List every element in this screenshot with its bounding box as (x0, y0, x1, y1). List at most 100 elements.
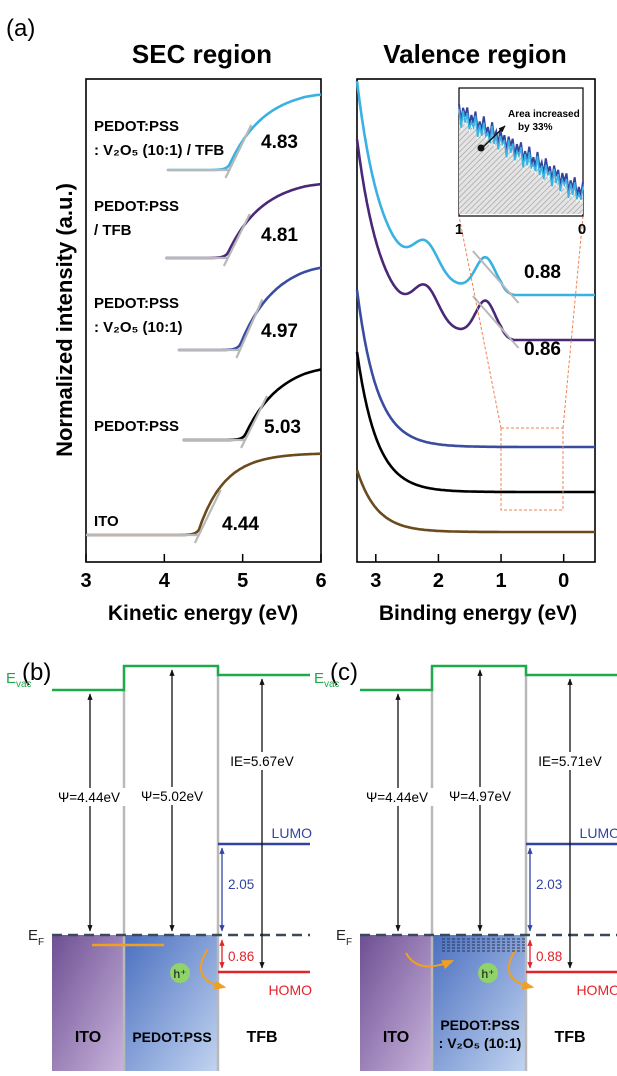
htl-workfunction-value: Ψ=4.97eV (449, 789, 511, 804)
sec-labels: ITO 4.44 PEDOT:PSS 5.03 PEDOT:PSS : V₂O₅ (10:… (94, 118, 301, 535)
tfb-layer-name: TFB (554, 1029, 585, 1046)
sec-plot-frame (85, 78, 322, 563)
sec-ticks: 3 4 5 6 (80, 554, 327, 592)
sec-tangent-fit (222, 213, 251, 267)
zoom-guide-left (458, 215, 502, 429)
valence-x-tick-label: 3 (370, 570, 381, 592)
sec-x-tick-label: 5 (237, 570, 248, 592)
valence-x-tick-label: 2 (433, 570, 444, 592)
valence-x-tick-label: 1 (495, 570, 506, 592)
sec-x-axis-label: Kinetic energy (eV) (108, 602, 298, 625)
valence-curve (355, 289, 595, 449)
valence-curve (355, 81, 595, 297)
sec-series-label: PEDOT:PSS (94, 418, 179, 435)
inset-annotation-line-2: by 33% (518, 122, 553, 133)
sec-cutoff-value: 4.83 (261, 132, 298, 153)
label-backdrop (360, 788, 434, 806)
sec-cutoff-value: 4.97 (261, 321, 298, 342)
label-backdrop (52, 788, 126, 806)
inset-light-curve (458, 108, 584, 200)
sec-series-label: PEDOT:PSS (94, 118, 179, 135)
valence-curves (355, 81, 595, 534)
hole-icon (170, 963, 190, 983)
valence-title: Valence region (383, 39, 567, 69)
valence-onset-fit (472, 295, 520, 349)
hole-injection-arrow (199, 948, 227, 990)
evac-subscript: vac (324, 679, 340, 690)
tfb-layer-name: TFB (246, 1029, 277, 1046)
htl-layer-name: PEDOT:PSS (440, 1017, 519, 1033)
valence-onset-value: 0.88 (524, 262, 561, 283)
ito-workfunction-value: Ψ=4.44eV (58, 790, 120, 805)
valence-inset: Area increased by 33% 1 0 (455, 87, 586, 511)
ef-label: E (28, 927, 38, 944)
y-axis-label: Normalized intensity (a.u.) (52, 183, 77, 457)
sec-series-label: PEDOT:PSS (94, 198, 179, 215)
panel-label-c: (c) (330, 659, 358, 686)
ito-box (52, 935, 124, 1071)
sec-cutoff-value: 4.44 (222, 514, 259, 535)
vacuum-level-line (360, 664, 617, 692)
vacuum-level-line (52, 664, 310, 692)
homo-offset-value: 0.88 (536, 949, 562, 964)
sec-curves (86, 93, 322, 544)
sec-tangent-fit (193, 489, 222, 544)
ito-box (360, 935, 432, 1071)
inset-dark-curve (458, 103, 584, 197)
inset-x-tick-0: 0 (578, 221, 586, 238)
lumo-label: LUMO (580, 825, 617, 841)
hole-label: h⁺ (481, 967, 494, 981)
sec-series-label: : V₂O₅ (10:1) (94, 319, 183, 336)
panel-label-b: (b) (22, 659, 51, 686)
sec-series-label: ITO (94, 513, 119, 530)
zoom-box (500, 427, 564, 511)
hole-icon (478, 963, 498, 983)
sec-x-tick-label: 3 (80, 570, 91, 592)
htl-layer-name: PEDOT:PSS (132, 1029, 211, 1045)
sec-tangent-fit (224, 124, 253, 179)
valence-curve (355, 469, 595, 534)
lumo-label: LUMO (272, 825, 313, 841)
ef-subscript: F (38, 937, 44, 948)
label-backdrop (132, 787, 212, 805)
ef-subscript: F (346, 937, 352, 948)
sec-cutoff-value: 4.81 (261, 225, 298, 246)
ito-workfunction-value: Ψ=4.44eV (366, 790, 428, 805)
inset-annotation-arrow (481, 125, 506, 149)
sec-curve (165, 182, 322, 260)
homo-label: HOMO (268, 982, 312, 998)
ionization-energy-value: IE=5.67eV (230, 754, 293, 769)
homo-label: HOMO (576, 982, 617, 998)
valence-x-axis-label: Binding energy (eV) (379, 602, 577, 625)
sec-series-label: PEDOT:PSS (94, 295, 179, 312)
valence-curve (355, 351, 595, 494)
htl-layer-name: : V₂O₅ (10:1) (439, 1035, 522, 1051)
homo-offset-value: 0.86 (228, 949, 254, 964)
label-backdrop (534, 752, 612, 770)
inset-x-tick-1: 1 (455, 221, 463, 238)
valence-onset-values: 0.86 0.88 (524, 262, 561, 360)
lumo-offset-value: 2.05 (228, 877, 254, 892)
sec-tangent-fit (240, 395, 268, 449)
sec-x-tick-label: 4 (159, 570, 171, 592)
lumo-offset-value: 2.03 (536, 877, 562, 892)
valence-x-tick-label: 0 (558, 570, 569, 592)
valence-ticks: 3 2 1 0 (370, 554, 569, 592)
sec-series-label: : V₂O₅ (10:1) / TFB (94, 142, 224, 159)
hole-injection-arrow (507, 948, 535, 990)
evac-label: E (6, 670, 16, 687)
label-backdrop (440, 787, 520, 805)
inset-area-fill (459, 113, 583, 214)
sec-tangent-fit (235, 298, 264, 359)
label-backdrop (226, 752, 304, 770)
evac-subscript: vac (16, 679, 32, 690)
valence-plot-frame (356, 78, 596, 563)
evac-label: E (314, 670, 324, 687)
hole-label: h⁺ (173, 967, 186, 981)
sec-cutoff-value: 5.03 (264, 417, 301, 438)
ef-label: E (336, 927, 346, 944)
valence-onset-value: 0.86 (524, 339, 561, 360)
